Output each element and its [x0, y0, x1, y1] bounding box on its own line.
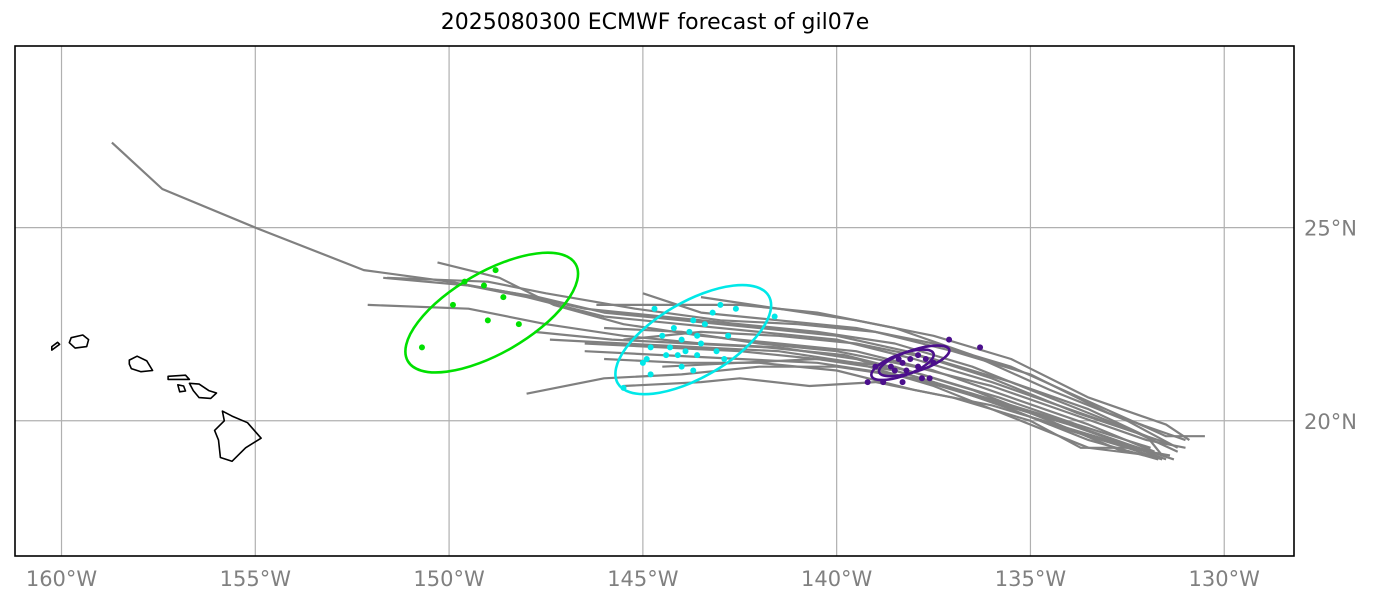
member-position-point — [725, 332, 732, 339]
ensemble-track — [623, 330, 1155, 442]
member-position-point — [694, 352, 701, 359]
member-position-point — [643, 355, 650, 362]
map-frame — [14, 45, 1295, 557]
y-tick-label: 25°N — [1304, 217, 1357, 241]
member-position-point — [690, 367, 697, 374]
ensemble-track — [662, 357, 1163, 461]
ensemble-track — [448, 280, 1179, 453]
hawaii-coastlines — [50, 334, 262, 463]
x-tick-label: 155°W — [220, 567, 292, 591]
member-position-point — [864, 379, 871, 386]
member-position-point — [771, 313, 778, 320]
member-position-point — [946, 336, 953, 343]
member-position-point — [926, 375, 933, 382]
island-outline — [50, 341, 61, 351]
position-clusters — [404, 251, 984, 396]
member-position-point — [899, 379, 906, 386]
x-tick-label: 130°W — [1189, 567, 1261, 591]
ensemble-track — [584, 350, 1175, 461]
member-position-point — [713, 348, 720, 355]
member-position-point — [721, 355, 728, 362]
uncertainty-ellipse-inner — [877, 344, 951, 378]
member-position-point — [647, 371, 654, 378]
member-position-point — [639, 359, 646, 366]
member-position-point — [698, 340, 705, 347]
uncertainty-ellipse — [614, 283, 773, 396]
member-position-point — [899, 359, 906, 366]
island-outline — [167, 374, 191, 381]
island-outline — [213, 410, 262, 463]
member-position-point — [480, 282, 487, 289]
member-position-point — [709, 309, 716, 316]
member-position-point — [717, 301, 724, 308]
member-position-point — [651, 305, 658, 312]
member-position-point — [418, 344, 425, 351]
member-position-point — [887, 363, 894, 370]
y-tick-label: 20°N — [1304, 410, 1357, 434]
member-position-point — [659, 332, 666, 339]
gridlines — [15, 46, 1294, 556]
x-tick-label: 145°W — [607, 567, 679, 591]
member-position-point — [895, 355, 902, 362]
member-position-point — [674, 352, 681, 359]
island-outline — [128, 355, 154, 373]
ensemble-track — [596, 303, 1179, 449]
member-position-point — [670, 325, 677, 332]
member-position-point — [484, 317, 491, 324]
x-tick-label: 135°W — [995, 567, 1067, 591]
member-position-point — [732, 305, 739, 312]
ensemble-track — [604, 326, 1186, 449]
member-position-point — [701, 321, 708, 328]
member-position-point — [678, 336, 685, 343]
member-position-point — [500, 294, 507, 301]
ensemble-track — [642, 292, 1205, 438]
member-position-point — [922, 355, 929, 362]
x-tick-label: 160°W — [26, 567, 98, 591]
member-position-point — [678, 363, 685, 370]
island-outline — [177, 383, 187, 393]
member-position-point — [682, 348, 689, 355]
member-position-point — [915, 352, 922, 359]
island-outline — [68, 334, 90, 349]
member-position-point — [663, 352, 670, 359]
member-position-point — [903, 367, 910, 374]
member-position-point — [686, 328, 693, 335]
member-position-point — [449, 301, 456, 308]
member-position-point — [918, 375, 925, 382]
member-position-point — [690, 317, 697, 324]
x-tick-label: 140°W — [801, 567, 873, 591]
ensemble-tracks — [111, 141, 1205, 461]
axis-tick-labels: 160°W 155°W 150°W 145°W 140°W 135°W 130°W 20°N 2… — [26, 217, 1357, 591]
ensemble-track — [534, 330, 1151, 449]
member-position-point — [492, 267, 499, 274]
member-position-point — [977, 344, 984, 351]
member-position-point — [515, 321, 522, 328]
member-position-point — [907, 355, 914, 362]
x-tick-label: 150°W — [413, 567, 485, 591]
island-outline — [188, 382, 218, 400]
member-position-point — [694, 332, 701, 339]
member-position-point — [647, 344, 654, 351]
member-position-point — [667, 344, 674, 351]
uncertainty-ellipse — [404, 251, 580, 374]
chart-title: 2025080300 ECMWF forecast of gil07e — [440, 10, 870, 35]
member-position-point — [891, 367, 898, 374]
